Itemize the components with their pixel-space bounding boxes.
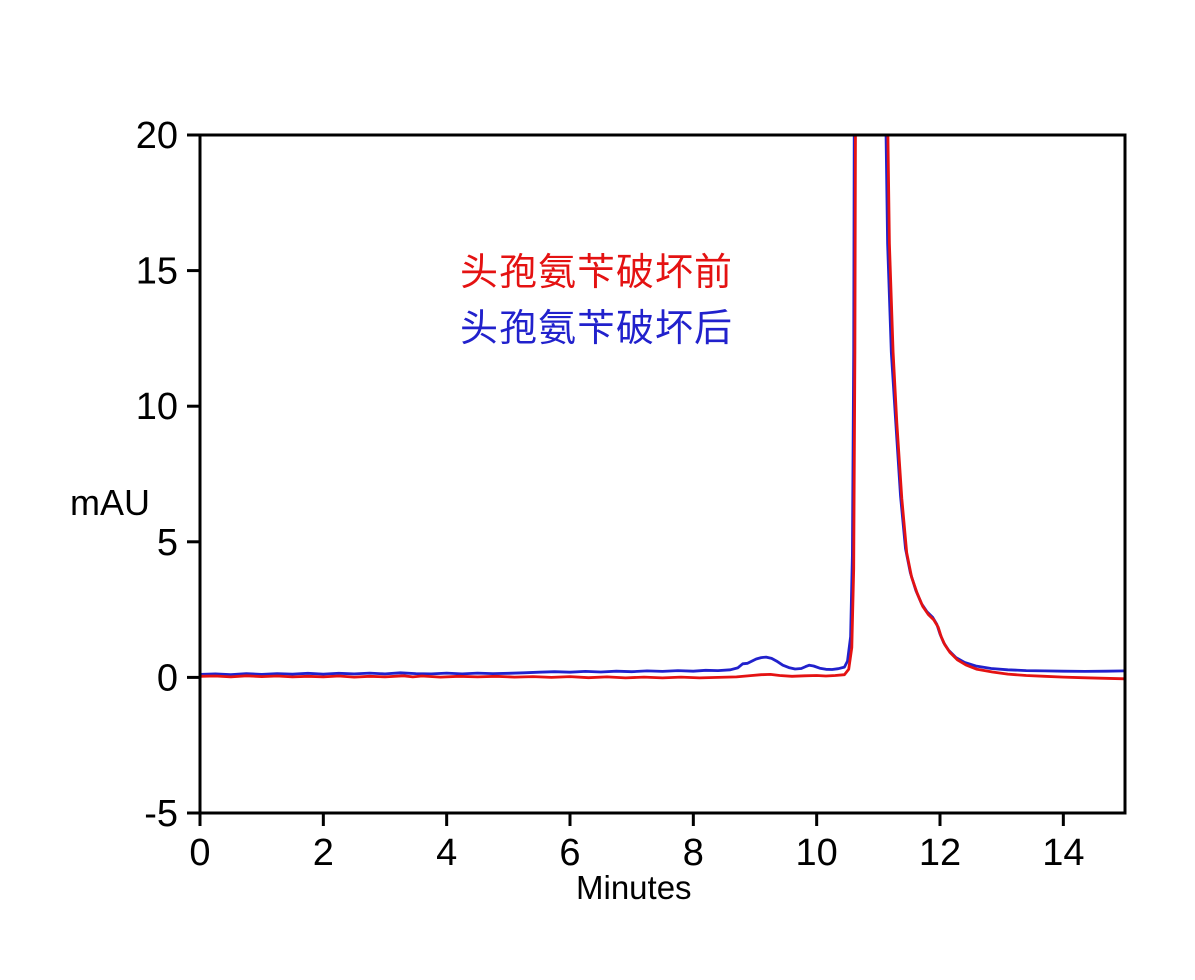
y-tick-label: 20	[136, 115, 178, 157]
trace-series-0	[200, 135, 1125, 681]
plot-border	[198, 133, 1127, 815]
x-tick-label: 8	[683, 832, 704, 874]
y-tick-label: -5	[144, 793, 178, 835]
legend-after-degradation: 头孢氨苄破坏后	[460, 306, 734, 350]
legend-before-degradation: 头孢氨苄破坏前	[460, 250, 734, 294]
x-tick-label: 6	[559, 832, 580, 874]
x-tick-label: 2	[313, 832, 334, 874]
y-tick-label: 15	[136, 251, 178, 293]
x-axis-title: Minutes	[576, 869, 692, 906]
x-tick-label: 12	[919, 832, 961, 874]
y-axis-title: mAU	[70, 482, 150, 523]
x-tick-label: 10	[796, 832, 838, 874]
y-tick-label: 0	[157, 657, 178, 699]
x-tick-label: 14	[1042, 832, 1084, 874]
x-tick-label: 0	[189, 832, 210, 874]
y-tick-label: 10	[136, 386, 178, 428]
x-tick-label: 4	[436, 832, 457, 874]
y-tick-label: 5	[157, 522, 178, 564]
